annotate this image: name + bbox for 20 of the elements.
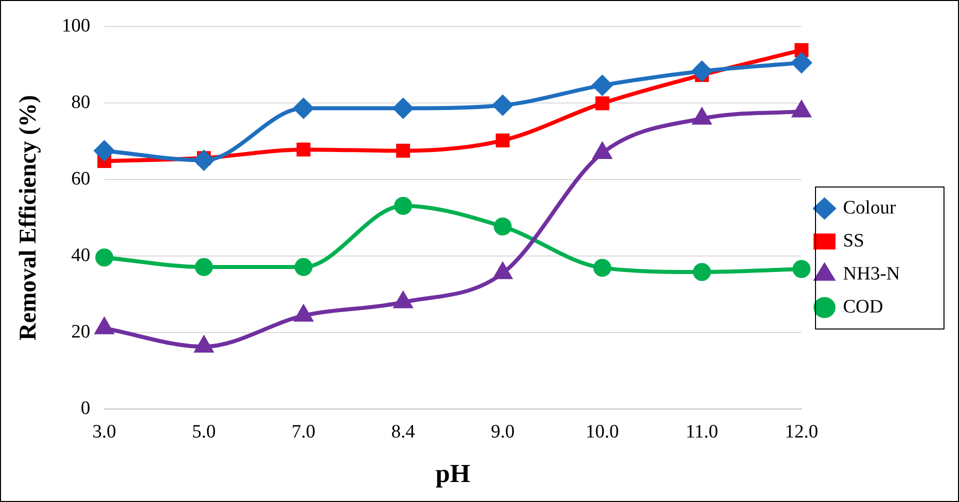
legend-label: NH3-N xyxy=(843,263,900,284)
x-tick-label: 9.0 xyxy=(490,421,515,442)
y-tick-label: 80 xyxy=(71,92,90,113)
y-tick-label: 20 xyxy=(71,321,90,342)
x-tick-label: 5.0 xyxy=(192,421,216,442)
x-tick-label: 8.4 xyxy=(391,421,416,442)
legend-label: COD xyxy=(843,296,884,318)
y-tick-label: 0 xyxy=(80,398,90,419)
x-tick-label: 7.0 xyxy=(292,421,316,442)
legend-label: SS xyxy=(843,230,864,252)
x-tick-label: 11.0 xyxy=(686,421,718,442)
y-tick-label: 100 xyxy=(62,15,90,36)
y-axis-title: Removal Efficiency (%) xyxy=(16,95,42,340)
x-tick-label: 10.0 xyxy=(586,421,619,442)
legend-label: Colour xyxy=(843,197,896,218)
y-tick-label: 40 xyxy=(71,244,90,266)
x-tick-label: 3.0 xyxy=(92,421,116,442)
x-tick-label: 12.0 xyxy=(784,421,818,442)
x-axis-title: pH xyxy=(436,459,470,488)
y-tick-label: 60 xyxy=(71,168,90,190)
